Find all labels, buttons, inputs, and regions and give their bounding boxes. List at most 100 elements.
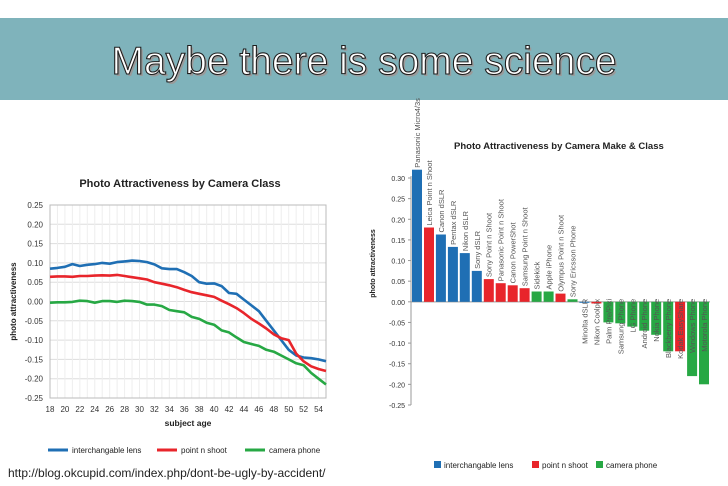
y-tick-label: 0.00 [391, 300, 405, 307]
y-tick-label: -0.15 [389, 362, 405, 369]
bar-label: Blackberry Phone [664, 299, 673, 358]
bar [663, 301, 674, 352]
bar-label: Nikon dSLR [461, 210, 470, 251]
y-tick-label: 0.20 [391, 217, 405, 224]
y-tick-label: 0.15 [27, 240, 43, 249]
bar [483, 279, 494, 302]
y-tick-label: 0.05 [27, 278, 43, 287]
bar [412, 169, 422, 302]
bar [459, 253, 470, 302]
bar [507, 285, 518, 302]
bar [424, 227, 434, 302]
x-tick-label: 34 [165, 405, 174, 414]
x-tick-label: 36 [180, 405, 189, 414]
camera-class-line-chart: Photo Attractiveness by Camera Class 0.25… [9, 178, 327, 455]
y-tick-label: -0.10 [25, 336, 44, 345]
y-tick-label: -0.20 [389, 382, 405, 389]
x-tick-label: 46 [254, 405, 263, 414]
bar [675, 301, 686, 352]
x-tick-label: 42 [225, 405, 234, 414]
bar [651, 301, 662, 335]
source-link[interactable]: http://blog.okcupid.com/index.php/dont-b… [8, 466, 326, 480]
y-axis-label: photo attractiveness [370, 229, 377, 298]
x-axis-label: subject age [165, 418, 212, 428]
legend-swatch [596, 461, 603, 468]
bar [603, 301, 614, 323]
y-tick-label: -0.20 [25, 375, 44, 384]
bar [531, 291, 542, 302]
bar-label: Sony Point n Shoot [485, 212, 494, 277]
x-tick-label: 48 [269, 405, 278, 414]
bar-label: Sony Ericsson Phone [569, 226, 578, 298]
y-tick-label: 0.10 [391, 259, 405, 266]
x-tick-label: 40 [210, 405, 219, 414]
bar-label: Nikon Coolpix [592, 299, 601, 346]
legend-swatch [434, 461, 441, 468]
bar-label: Samsung Point n Shoot [521, 206, 530, 286]
x-tick-label: 30 [135, 405, 144, 414]
y-tick-label: -0.25 [389, 403, 405, 410]
y-tick-label: -0.05 [25, 317, 44, 326]
y-tick-label: 0.05 [391, 279, 405, 286]
bar [591, 301, 602, 304]
bar-label: Sidekick [533, 261, 542, 289]
y-tick-label: 0.25 [27, 201, 43, 210]
bar [519, 288, 530, 302]
bar-label: Samsung Phone [616, 299, 625, 354]
x-tick-label: 26 [105, 405, 114, 414]
x-tick-label: 44 [239, 405, 248, 414]
bar [627, 301, 638, 327]
legend-label: point n shoot [181, 446, 228, 455]
x-tick-label: 22 [75, 405, 84, 414]
x-tick-label: 24 [90, 405, 99, 414]
bar-label: Canon dSLR [437, 189, 446, 233]
y-tick-label: 0.25 [391, 197, 405, 204]
legend-swatch [532, 461, 539, 468]
legend-label: point n shoot [542, 461, 589, 470]
legend-label: interchangable lens [444, 461, 513, 470]
x-tick-label: 50 [284, 405, 293, 414]
y-tick-label: 0.10 [27, 259, 43, 268]
bar-label: Palm Pre/Pixi [604, 298, 613, 343]
y-tick-label: -0.10 [389, 341, 405, 348]
bar-label: Apple iPhone [545, 245, 554, 290]
x-tick-label: 28 [120, 405, 129, 414]
bar [435, 234, 446, 302]
bar-label: Nokia Phone [652, 299, 661, 342]
title-banner [0, 18, 728, 100]
bar [615, 301, 626, 324]
bar-label: Sony dSLR [473, 230, 482, 269]
bar [699, 301, 709, 385]
bar-label: Leica Point n Shoot [425, 160, 434, 226]
bar [567, 299, 578, 302]
bar [543, 291, 554, 302]
y-tick-label: 0.20 [27, 220, 43, 229]
bar-label: Pentax dSLR [449, 200, 458, 245]
bar [471, 270, 482, 302]
legend-label: interchangable lens [72, 446, 141, 455]
y-tick-label: -0.15 [25, 355, 44, 364]
y-tick-label: 0.00 [27, 298, 43, 307]
series-line [49, 299, 327, 386]
bar-label: Minolta dSLR [580, 298, 589, 344]
bar-label: Android Phone [640, 299, 649, 349]
bar [447, 246, 458, 302]
legend-label: camera phone [269, 446, 321, 455]
bar [639, 301, 650, 331]
x-tick-label: 32 [150, 405, 159, 414]
bar [579, 301, 590, 303]
y-tick-label: -0.25 [25, 394, 44, 403]
legend-label: camera phone [606, 461, 658, 470]
camera-make-bar-chart: Photo Attractiveness by Camera Make & Cl… [370, 98, 710, 470]
y-tick-label: -0.05 [389, 320, 405, 327]
chart-title: Photo Attractiveness by Camera Class [79, 178, 280, 190]
bar [687, 301, 698, 377]
bar-label: Kodak EasyShare [676, 299, 685, 359]
bar [555, 293, 566, 302]
x-tick-label: 38 [195, 405, 204, 414]
series-line [49, 273, 327, 373]
bar [495, 283, 506, 302]
bar-label: Canon PowerShot [509, 222, 518, 284]
x-tick-label: 20 [60, 405, 69, 414]
slide-title: Maybe there is some science [111, 39, 617, 83]
